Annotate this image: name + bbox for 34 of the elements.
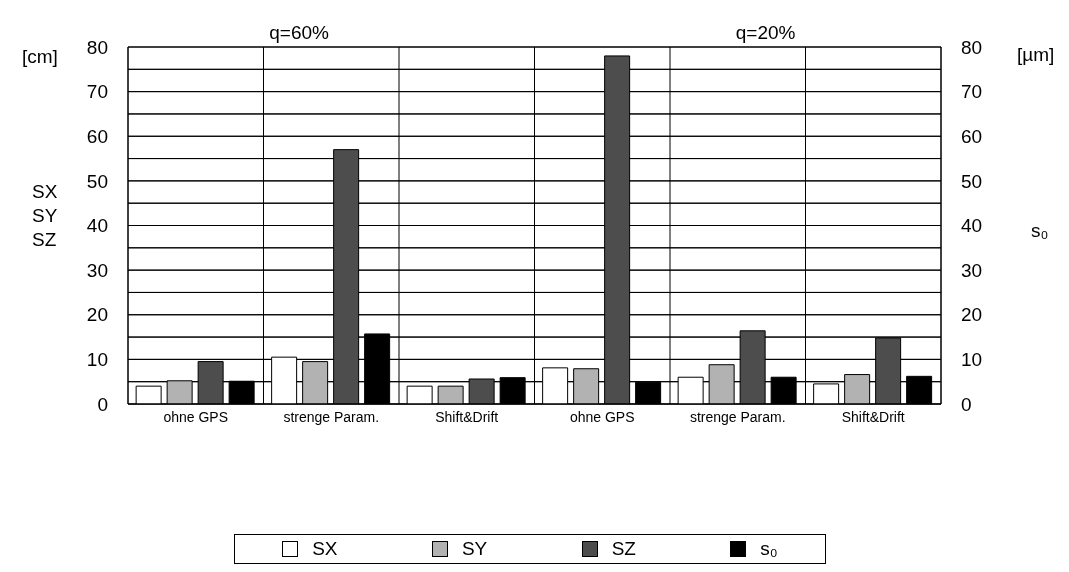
y2-tick-label: 0 [961,393,972,415]
y2-tick-label: 70 [961,81,983,103]
x-tick-label: ohne GPS [163,408,229,425]
text: q=60% [269,22,329,44]
y-tick-label: 70 [86,81,108,103]
y2-tick-label: 20 [961,304,983,326]
y-tick-label: 80 [86,36,108,58]
y2-tick-label: 10 [961,349,983,371]
text: [µm] [1017,44,1055,66]
x-tick-label: strenge Param. [283,408,380,425]
legend-label: SX [312,538,338,560]
legend-label: SY [461,538,488,560]
y2-axis-title: s₀ [1031,220,1049,242]
y2-tick-label: 30 [961,259,983,281]
legend-label: SZ [611,538,636,560]
y-tick-label: 0 [97,393,108,415]
text: [cm] [22,46,58,68]
y-tick-label: 20 [86,304,108,326]
y-tick-label: 50 [86,170,108,192]
y-tick-label: 30 [86,259,108,281]
legend-label: s₀ [760,538,778,560]
y2-tick-label: 80 [961,36,983,58]
x-tick-label: Shift&Drift [435,408,499,425]
y-tick-label: 40 [86,215,108,237]
y-tick-label: 60 [86,125,108,147]
y-axis-title: SX SY SZ [32,180,58,252]
x-tick-label: Shift&Drift [841,408,905,425]
x-tick-label: ohne GPS [569,408,635,425]
text: q=20% [735,22,796,44]
x-tick-label: strenge Param. [689,408,786,425]
y2-tick-label: 60 [961,125,983,147]
y-tick-label: 10 [86,349,108,371]
y2-tick-label: 50 [961,170,983,192]
y2-tick-label: 40 [961,215,983,237]
